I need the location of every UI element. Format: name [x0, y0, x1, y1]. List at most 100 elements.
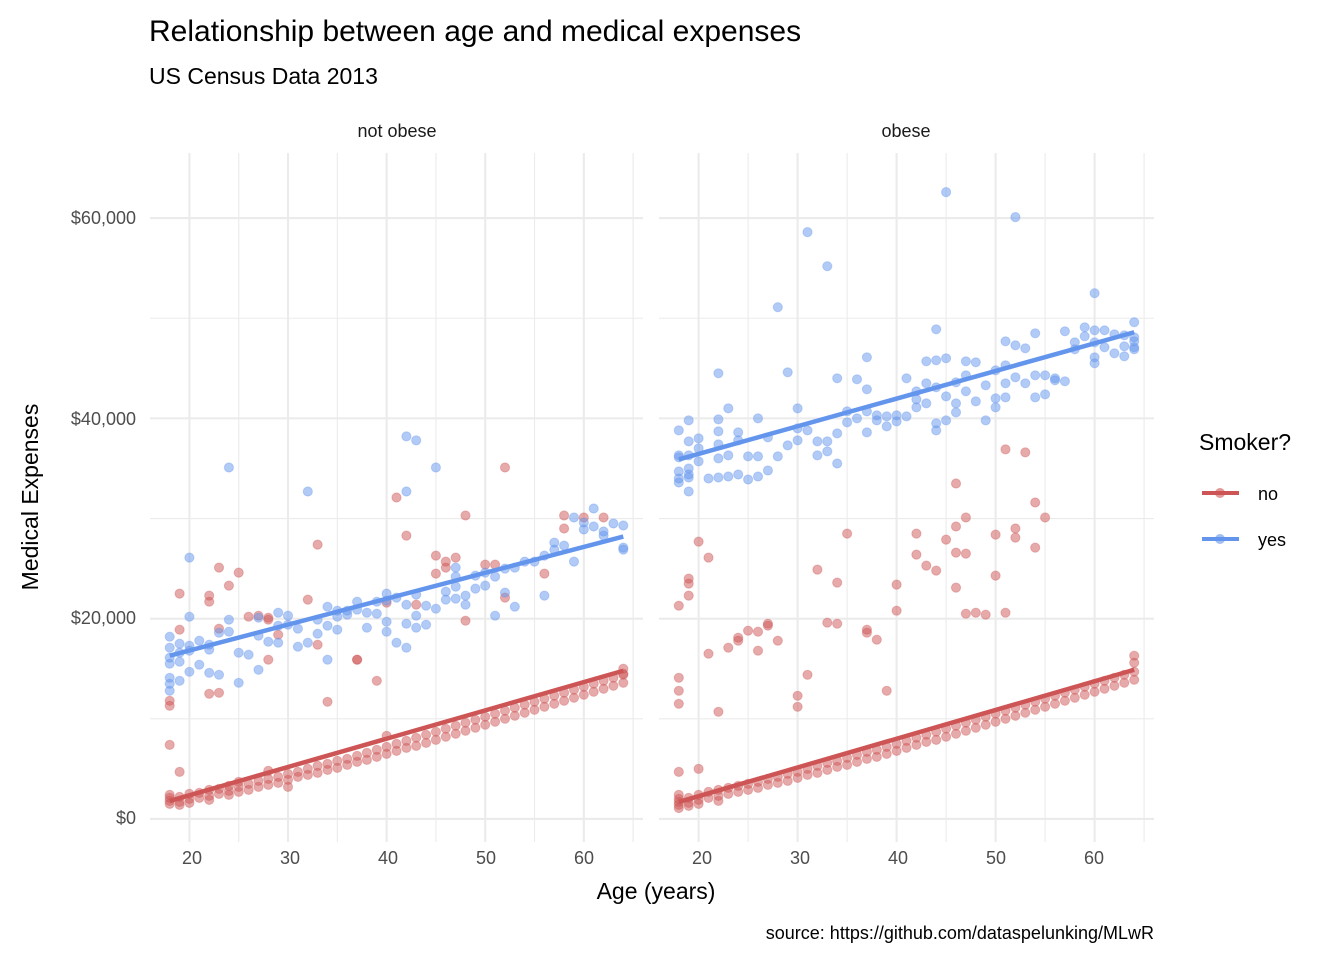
data-point-yes	[164, 642, 175, 653]
data-point-yes	[292, 641, 303, 652]
data-point-no	[174, 799, 185, 811]
data-point-no	[673, 600, 684, 611]
data-point-yes	[223, 626, 234, 637]
data-point-no	[213, 562, 225, 573]
data-point-yes	[1059, 376, 1071, 387]
data-point-no	[164, 695, 175, 706]
data-point-no	[450, 552, 461, 563]
data-point-no	[822, 617, 833, 628]
data-point-yes	[960, 356, 972, 367]
data-point-yes	[243, 649, 254, 660]
data-point-no	[960, 548, 972, 559]
data-point-yes	[559, 540, 570, 551]
data-point-no	[812, 564, 823, 575]
data-point-yes	[480, 580, 491, 591]
data-point-yes	[1030, 392, 1041, 403]
data-point-yes	[440, 594, 451, 605]
x-tick-label: 30	[790, 848, 810, 868]
data-point-yes	[1129, 344, 1140, 355]
data-point-no	[950, 478, 962, 489]
data-point-no	[233, 567, 244, 578]
data-point-yes	[861, 384, 873, 395]
legend-item-yes[interactable]: yes	[1202, 530, 1286, 550]
x-tick-label: 20	[182, 848, 202, 868]
data-point-yes	[832, 428, 843, 439]
data-point-yes	[391, 637, 402, 648]
chart-subtitle: US Census Data 2013	[149, 63, 378, 89]
data-point-no	[743, 625, 754, 636]
x-tick-label: 30	[280, 848, 300, 868]
x-tick-label: 60	[1084, 848, 1104, 868]
data-point-yes	[421, 619, 432, 630]
data-point-yes	[282, 610, 294, 621]
data-point-yes	[990, 402, 1001, 413]
data-point-yes	[1020, 378, 1031, 389]
data-point-yes	[782, 440, 793, 451]
data-point-no	[673, 789, 684, 801]
data-point-yes	[970, 357, 981, 368]
data-point-no	[312, 539, 323, 550]
data-point-yes	[752, 413, 764, 424]
data-point-yes	[470, 583, 481, 594]
data-point-yes	[164, 658, 175, 669]
data-point-yes	[762, 465, 774, 476]
data-point-yes	[421, 600, 432, 611]
data-point-no	[184, 797, 195, 809]
data-point-yes	[743, 474, 754, 485]
data-point-no	[950, 582, 962, 593]
data-point-yes	[921, 356, 932, 367]
data-point-yes	[361, 622, 372, 633]
data-point-yes	[184, 666, 195, 677]
data-point-yes	[881, 421, 892, 432]
data-point-no	[352, 654, 363, 665]
data-point-yes	[950, 398, 962, 409]
data-point-yes	[802, 425, 813, 436]
data-point-yes	[361, 607, 372, 618]
data-point-no	[980, 609, 991, 620]
data-point-no	[470, 714, 481, 725]
data-point-no	[713, 706, 724, 717]
data-point-no	[683, 578, 694, 589]
data-point-yes	[1089, 288, 1100, 299]
data-point-no	[673, 698, 684, 709]
data-point-yes	[812, 436, 823, 447]
data-point-yes	[921, 398, 932, 409]
data-point-yes	[1119, 341, 1130, 352]
data-point-yes	[1030, 370, 1041, 381]
facet-panel-obese: obese	[659, 121, 1154, 842]
data-point-no	[762, 620, 774, 631]
legend-key-dot-yes	[1215, 534, 1225, 544]
data-point-yes	[1049, 375, 1061, 386]
data-point-yes	[411, 622, 422, 633]
data-point-yes	[683, 486, 694, 497]
legend-item-no[interactable]: no	[1202, 484, 1278, 504]
data-point-no	[693, 798, 704, 810]
data-point-yes	[381, 626, 392, 637]
data-point-no	[950, 547, 962, 558]
data-point-yes	[223, 462, 234, 473]
y-tick-label: $20,000	[71, 608, 136, 628]
data-point-yes	[1020, 343, 1031, 354]
data-point-yes	[1099, 342, 1110, 353]
data-point-yes	[1030, 328, 1041, 339]
x-tick-label: 40	[378, 848, 398, 868]
data-point-no	[1010, 532, 1021, 543]
data-point-yes	[832, 458, 843, 469]
data-point-no	[381, 741, 392, 753]
data-point-no	[371, 675, 382, 686]
data-point-no	[352, 750, 363, 762]
data-point-no	[861, 627, 873, 638]
trend-line-no	[678, 667, 1135, 805]
data-point-yes	[891, 416, 902, 427]
data-point-yes	[618, 520, 629, 531]
y-axis-ticks: $60,000 $40,000 $20,000 $0	[71, 208, 136, 828]
data-point-no	[302, 763, 313, 775]
data-point-no	[164, 739, 175, 751]
data-point-no	[361, 747, 372, 759]
data-point-yes	[931, 425, 942, 436]
data-point-no	[174, 588, 185, 599]
data-point-no	[673, 802, 684, 814]
data-point-yes	[1099, 325, 1110, 336]
data-point-no	[411, 732, 422, 743]
